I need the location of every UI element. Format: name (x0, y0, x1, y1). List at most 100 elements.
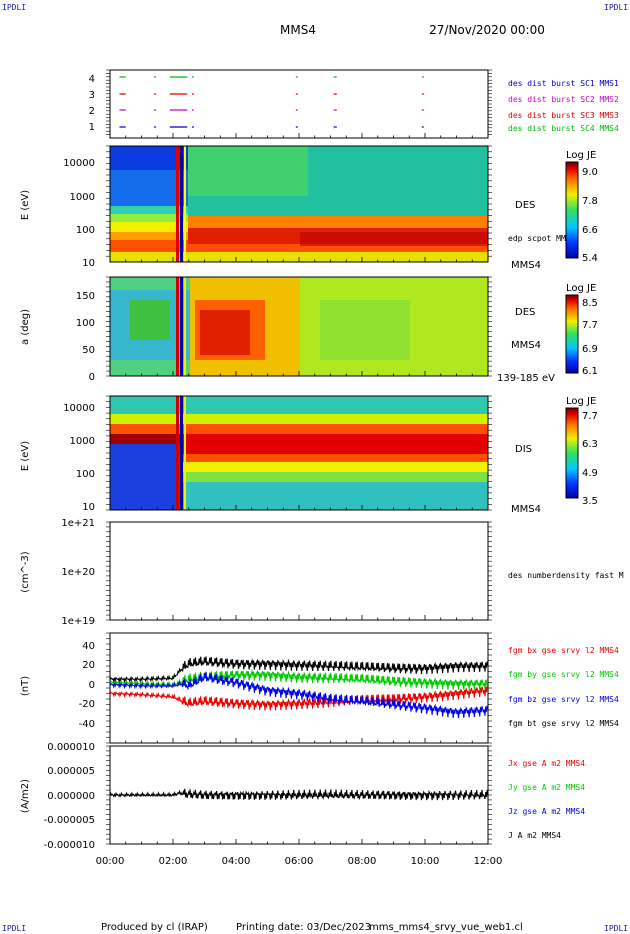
des-pitch-instrument-label: DES (515, 307, 535, 318)
bfield-tick-0: 0 (89, 680, 95, 691)
time-tick-0800: 08:00 (348, 856, 377, 867)
des-energy-cbar-tick-7-8: 7.8 (582, 196, 598, 207)
panel-density: (cm^-3) 1e+19 1e+20 1e+21 des numberdens… (20, 518, 624, 627)
des-pitch-colorbar (565, 294, 579, 374)
des-energy-tick-1000: 1000 (70, 192, 95, 203)
density-tick-1e20: 1e+20 (61, 567, 95, 578)
dis-energy-cbar-tick-7-7: 7.7 (582, 411, 598, 422)
corner-label-bottom-right: IPDLI (604, 924, 629, 933)
des-pitch-ylabel: a (deg) (20, 309, 31, 345)
density-tick-1e21: 1e+21 (61, 518, 95, 529)
des-energy-tick-10000: 10000 (63, 158, 95, 169)
legend-bz: fgm bz gse srvy l2 MMS4 (508, 695, 619, 704)
current-tick-neg10: -0.000010 (44, 840, 95, 851)
des-energy-colorbar (565, 161, 579, 259)
dis-energy-colorbar-title: Log JE (566, 396, 596, 407)
des-energy-overlay-label: edp scpot MMS4 (508, 234, 576, 243)
density-tick-1e19: 1e+19 (61, 616, 95, 627)
legend-bt: fgm bt gse srvy l2 MMS4 (508, 719, 619, 728)
dis-energy-cbar-tick-3-5: 3.5 (582, 496, 598, 507)
dis-energy-ylabel: E (eV) (20, 441, 31, 471)
dis-energy-tick-10: 10 (82, 502, 95, 513)
des-energy-sc-label: MMS4 (511, 260, 541, 271)
footer-file-name: mms_mms4_srvy_vue_web1.cl (369, 922, 523, 933)
des-energy-cbar-tick-9: 9.0 (582, 167, 598, 178)
bfield-tick-minus40: -40 (79, 719, 95, 730)
legend-burst-sc1: des dist burst SC1 MMS1 (508, 79, 619, 88)
des-pitch-sc-label: MMS4 (511, 340, 541, 351)
burst-y-tick-2: 2 (89, 106, 95, 117)
series-line (110, 685, 488, 711)
series-line (110, 656, 488, 684)
footer-printing-date: Printing date: 03/Dec/2023 (236, 922, 371, 933)
corner-label-top-left: IPDLI (2, 3, 27, 12)
des-pitch-energy-band: 139-185 eV (497, 373, 555, 384)
burst-y-tick-4: 4 (89, 74, 95, 85)
current-ylabel: (A/m2) (20, 779, 31, 813)
des-pitch-cbar-tick-7-7: 7.7 (582, 320, 598, 331)
dis-energy-tick-1000: 1000 (70, 436, 95, 447)
des-pitch-cbar-tick-8-5: 8.5 (582, 298, 598, 309)
burst-y-tick-1: 1 (89, 122, 95, 133)
des-pitch-tick-100: 100 (76, 318, 95, 329)
time-tick-1000: 10:00 (411, 856, 440, 867)
dis-energy-instrument-label: DIS (515, 444, 532, 455)
legend-burst-sc2: des dist burst SC2 MMS2 (508, 95, 619, 104)
dis-energy-colorbar (565, 407, 579, 499)
time-tick-0000: 00:00 (96, 856, 125, 867)
time-tick-0400: 04:00 (222, 856, 251, 867)
bfield-tick-minus20: -20 (79, 699, 95, 710)
des-energy-cbar-tick-5-4: 5.4 (582, 253, 598, 264)
legend-bx: fgm bx gse srvy l2 MMS4 (508, 646, 619, 655)
dis-energy-cbar-tick-4-9: 4.9 (582, 468, 598, 479)
corner-label-top-right: IPDLI (604, 3, 629, 12)
des-energy-tick-10: 10 (82, 258, 95, 269)
time-tick-0600: 06:00 (285, 856, 314, 867)
des-energy-instrument-label: DES (515, 200, 535, 211)
panel-dis-energy: E (eV) 10 100 1000 10000 DIS MMS4 Log JE… (20, 395, 598, 515)
des-energy-tick-100: 100 (76, 225, 95, 236)
des-pitch-tick-50: 50 (82, 345, 95, 356)
des-pitch-cbar-tick-6-1: 6.1 (582, 366, 598, 377)
footer-produced-by: Produced by cl (IRAP) (101, 922, 208, 933)
bfield-tick-20: 20 (82, 660, 95, 671)
panel-des-energy: E (eV) 10 100 1000 10000 DES edp scpot M… (20, 145, 598, 271)
bfield-tick-40: 40 (82, 641, 95, 652)
des-pitch-cbar-tick-6-9: 6.9 (582, 344, 598, 355)
dis-energy-tick-10000: 10000 (63, 403, 95, 414)
des-energy-cbar-tick-6-6: 6.6 (582, 225, 598, 236)
current-tick-pos5: 0.000005 (47, 766, 95, 777)
time-axis: 00:00 02:00 04:00 06:00 08:00 10:00 12:0… (96, 856, 503, 867)
dis-energy-cbar-tick-6-3: 6.3 (582, 439, 598, 450)
legend-j: J A m2 MMS4 (508, 831, 561, 840)
legend-burst-sc4: des dist burst SC4 MMS4 (508, 124, 619, 133)
current-tick-neg5: -0.000005 (44, 815, 95, 826)
legend-jx: Jx gse A m2 MMS4 (508, 759, 585, 768)
series-line (110, 788, 488, 801)
burst-y-tick-3: 3 (89, 90, 95, 101)
des-energy-ylabel: E (eV) (20, 190, 31, 220)
bfield-ylabel: (nT) (20, 676, 31, 696)
dis-energy-tick-100: 100 (76, 469, 95, 480)
legend-density: des numberdensity fast M (508, 571, 624, 580)
des-pitch-tick-0: 0 (89, 372, 95, 383)
des-pitch-colorbar-title: Log JE (566, 283, 596, 294)
corner-label-bottom-left: IPDLI (2, 924, 27, 933)
spacecraft-title: MMS4 (280, 23, 316, 37)
legend-jy: Jy gse A m2 MMS4 (508, 783, 585, 792)
des-pitch-tick-150: 150 (76, 291, 95, 302)
series-line (110, 671, 488, 719)
des-energy-spectrogram (110, 146, 488, 262)
des-pitch-spectrogram (110, 277, 488, 376)
panel-des-pitch: a (deg) 0 50 100 150 DES MMS4 139-185 eV… (20, 276, 598, 384)
legend-jz: Jz gse A m2 MMS4 (508, 807, 585, 816)
time-tick-0200: 02:00 (159, 856, 188, 867)
panel-magnetic-field: (nT) 40 20 0 -20 -40 fgm bx gse srvy l2 … (20, 632, 619, 744)
date-title: 27/Nov/2020 00:00 (429, 23, 545, 37)
dis-energy-sc-label: MMS4 (511, 504, 541, 515)
axis-tick-marks (106, 69, 492, 845)
legend-by: fgm by gse srvy l2 MMS4 (508, 670, 619, 679)
des-energy-colorbar-title: Log JE (566, 150, 596, 161)
panel-current-density: (A/m2) 0.000010 0.000005 0.000000 -0.000… (20, 742, 585, 851)
density-ylabel: (cm^-3) (20, 551, 31, 592)
